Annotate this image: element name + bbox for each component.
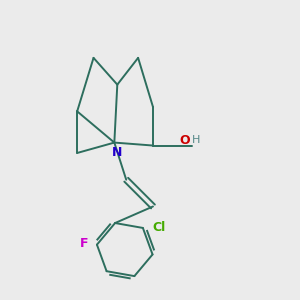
Text: H: H [192,135,201,145]
Text: O: O [179,134,190,147]
Text: Cl: Cl [153,221,166,234]
Text: N: N [112,146,122,160]
Text: F: F [80,237,89,250]
